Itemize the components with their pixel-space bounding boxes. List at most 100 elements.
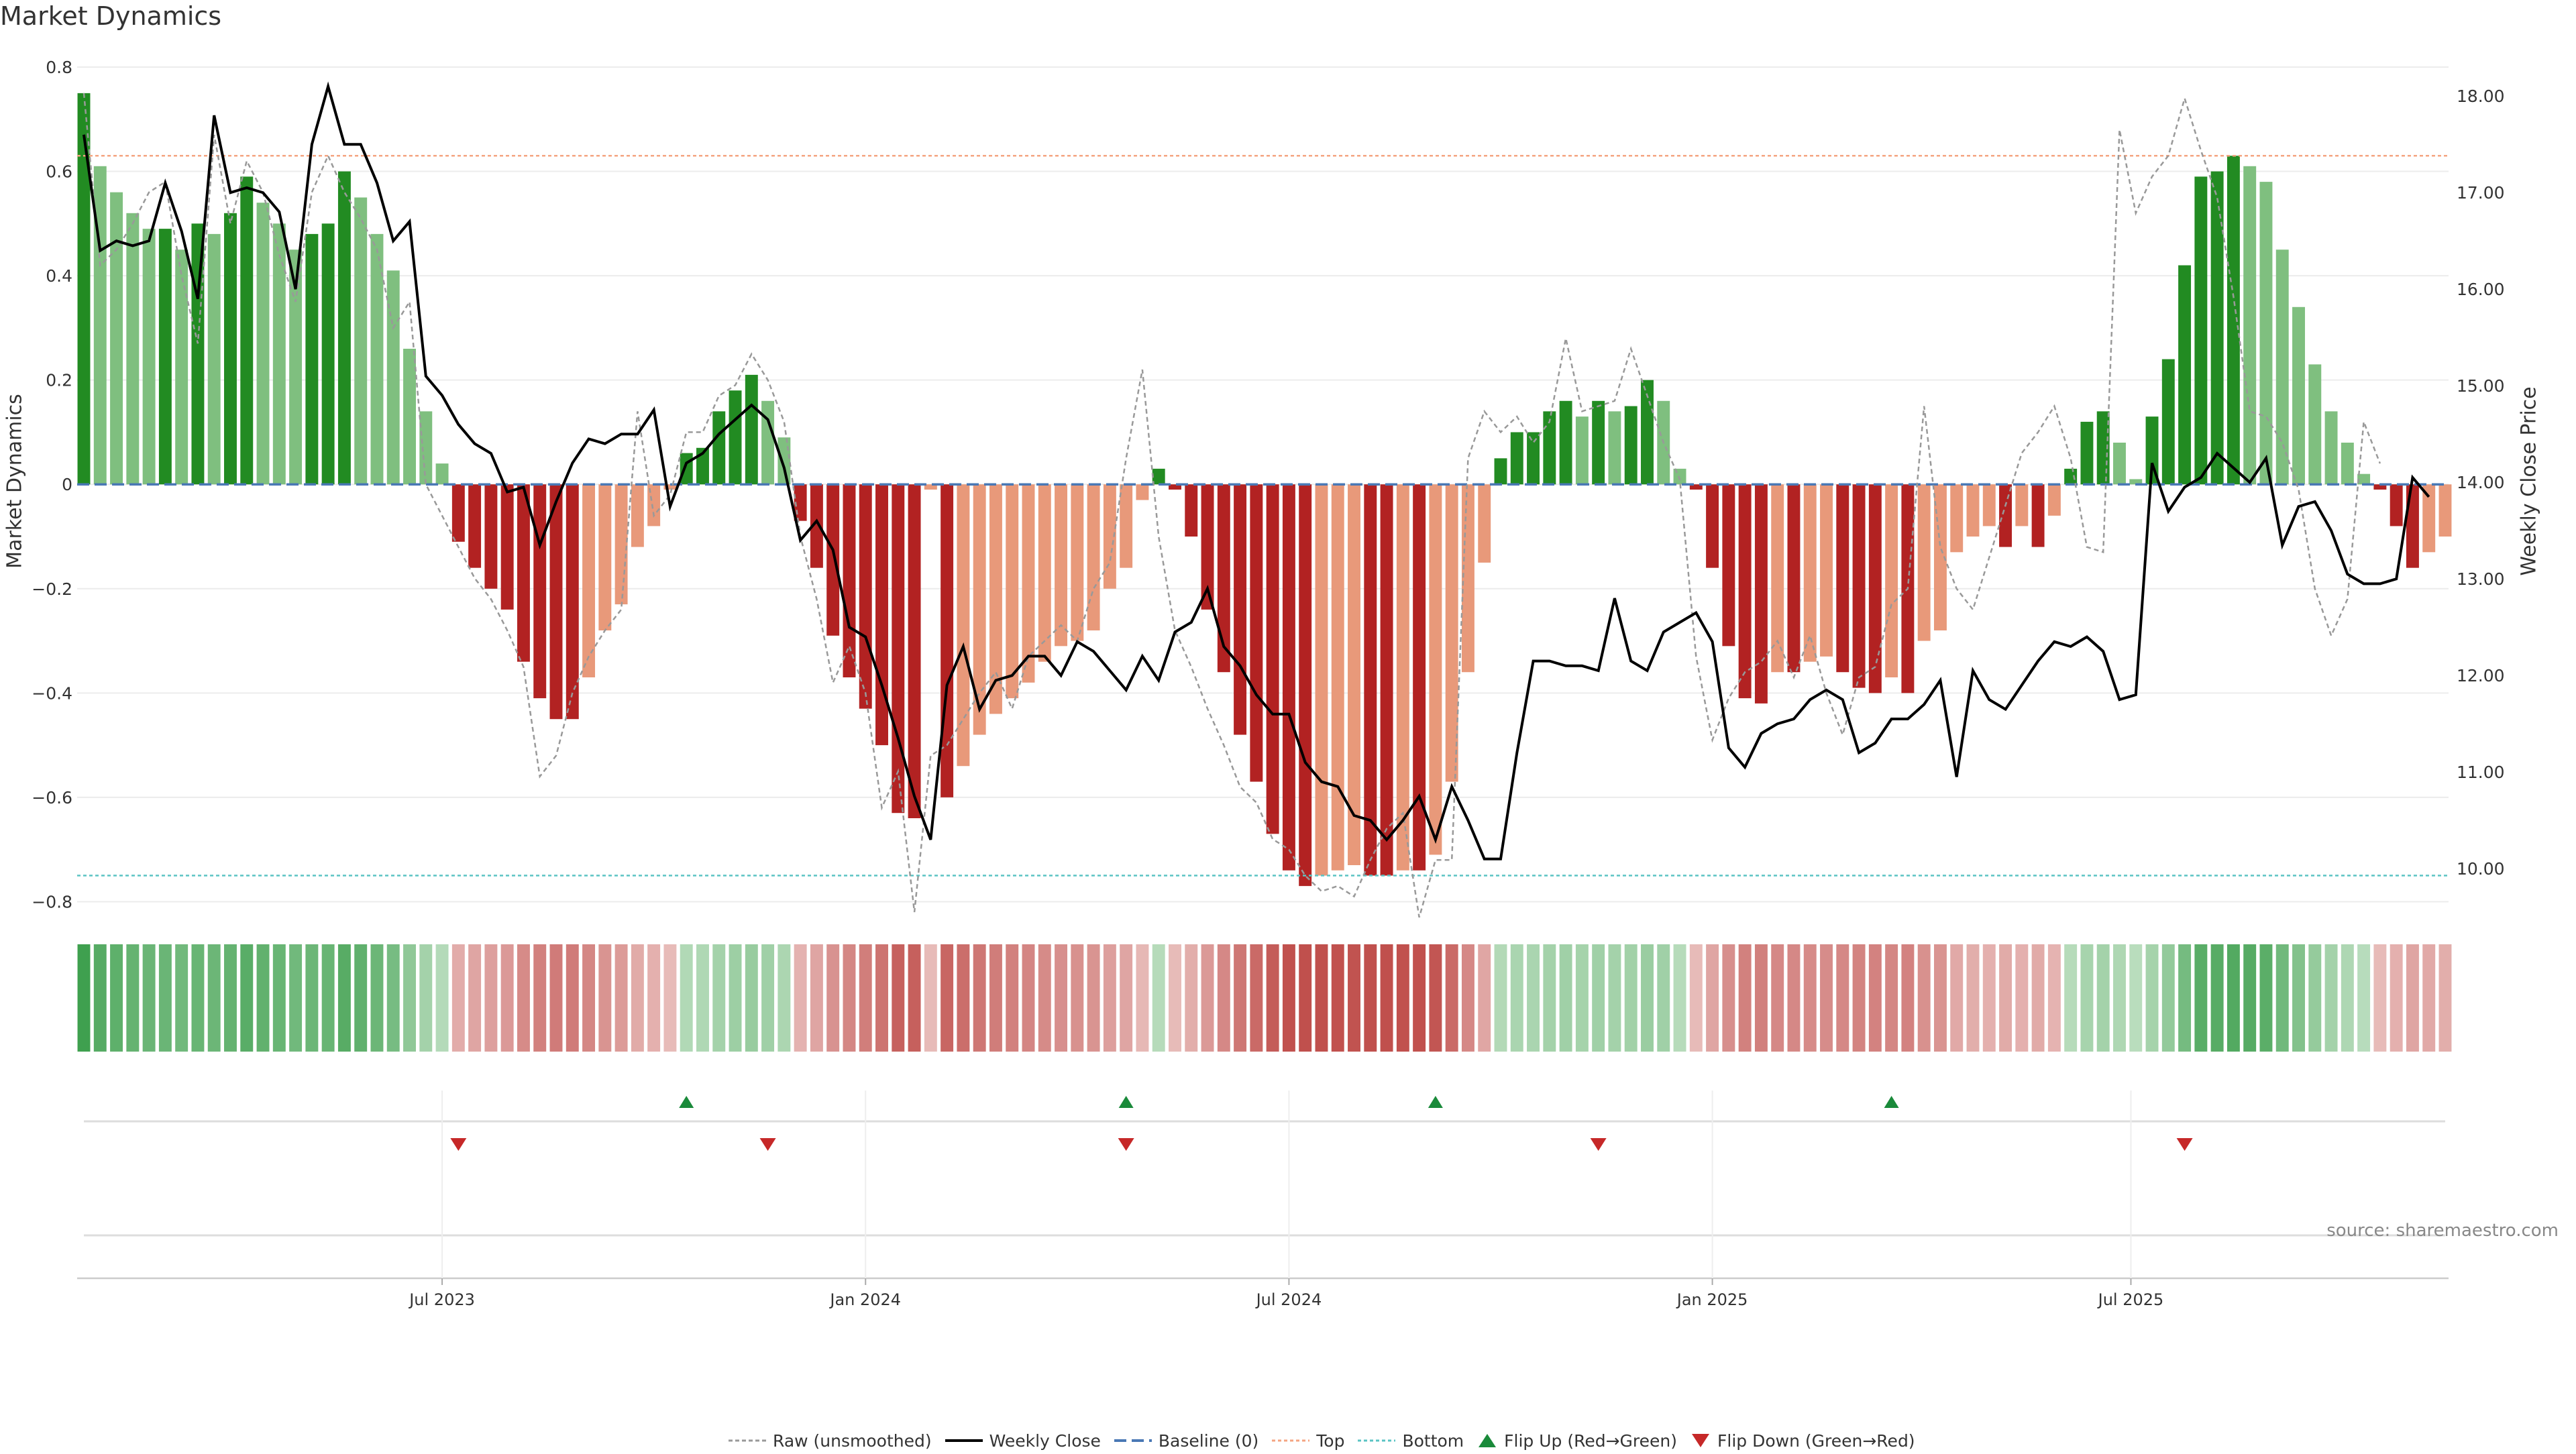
heat-cell [2080,944,2094,1052]
momentum-bar [419,411,433,485]
heat-cell [1510,944,1523,1052]
momentum-bar [614,484,628,605]
momentum-bar [1429,484,1442,855]
heat-cell [1348,944,1360,1052]
momentum-bar [1641,380,1654,485]
momentum-bar [1608,411,1621,485]
heat-cell [745,944,758,1052]
momentum-bar [2178,265,2192,485]
momentum-bar [631,484,644,547]
heat-cell [1055,944,1068,1052]
momentum-bar [289,249,303,485]
heat-cell [1022,944,1035,1052]
momentum-bar [2292,306,2305,485]
momentum-bar [2259,182,2273,485]
heat-cell [142,944,156,1052]
momentum-bar [403,349,416,485]
heat-cell [1461,944,1474,1052]
heat-cell [1820,944,1833,1052]
momentum-bar [1592,400,1605,485]
momentum-bar [1331,484,1344,871]
flip-down-icon [1692,1434,1710,1447]
heat-cell [419,944,433,1052]
heat-cell [1250,944,1263,1052]
momentum-bar [1722,484,1735,647]
heat-cell [1201,944,1214,1052]
legend-flip-down: Flip Down (Green→Red) [1690,1431,1915,1451]
momentum-bar [729,390,742,485]
heat-cell [224,944,237,1052]
heat-cell [761,944,775,1052]
momentum-bar [647,484,661,526]
heat-cell [386,944,400,1052]
momentum-bar [745,374,758,485]
heat-cell [663,944,677,1052]
heat-cell [354,944,368,1052]
momentum-bar [1787,484,1801,673]
flip-down-marker [1590,1138,1607,1151]
momentum-bar [1706,484,1719,568]
heat-cell [1836,944,1849,1052]
heat-cell [1429,944,1442,1052]
momentum-bar [451,484,465,542]
heat-cell [1087,944,1100,1052]
momentum-bar [337,171,351,485]
heat-cell [712,944,726,1052]
momentum-bar [240,176,254,485]
heat-cell [1624,944,1638,1052]
heat-cell [1787,944,1801,1052]
momentum-bar [500,484,514,610]
flip-down-marker [2176,1138,2193,1151]
source-note: source: sharemaestro.com [2326,1221,2559,1241]
heat-cell [240,944,254,1052]
momentum-bar [2015,484,2029,526]
y-tick-label: −0.8 [32,892,72,911]
momentum-bar [484,484,498,589]
heat-cell [2178,944,2192,1052]
heat-cell [598,944,612,1052]
momentum-bar [2194,176,2208,485]
flip-down-marker [1118,1138,1134,1151]
momentum-bar [1364,484,1377,876]
momentum-bar [908,484,921,818]
heat-cell [175,944,189,1052]
heat-cell [2194,944,2208,1052]
momentum-bar [370,233,384,485]
heat-cell [2390,944,2403,1052]
heat-cell [1982,944,1996,1052]
heat-cell [1608,944,1621,1052]
y2-tick-label: 11.00 [2457,763,2505,782]
heat-cell [1706,944,1719,1052]
heat-cell [533,944,547,1052]
momentum-bar [1006,484,1019,699]
heat-cell [1038,944,1051,1052]
momentum-bar [2275,249,2289,485]
momentum-bar [435,463,449,485]
flip-up-marker [1884,1096,1899,1108]
momentum-bar [1836,484,1849,673]
momentum-bar [321,223,335,485]
legend: Raw (unsmoothed) Weekly Close Baseline (… [729,1427,1929,1454]
heat-cell [1282,944,1295,1052]
momentum-bar [761,400,775,485]
momentum-bar [1559,400,1572,485]
heat-cell [2275,944,2289,1052]
momentum-bar [598,484,612,630]
momentum-bar [224,213,237,485]
momentum-bar [1103,484,1116,589]
heat-cell [207,944,221,1052]
momentum-bar [1234,484,1247,735]
momentum-bar [973,484,986,735]
heat-cell [403,944,416,1052]
heat-cell [110,944,123,1052]
heat-cell [1803,944,1817,1052]
heat-cell [370,944,384,1052]
momentum-bar [1868,484,1882,693]
momentum-bar [256,203,270,485]
momentum-bar [2161,359,2175,485]
momentum-bar [2357,473,2371,485]
flip-up-marker [679,1096,694,1108]
momentum-bar [2096,411,2110,485]
momentum-bar [158,229,172,485]
heat-cell [1103,944,1116,1052]
